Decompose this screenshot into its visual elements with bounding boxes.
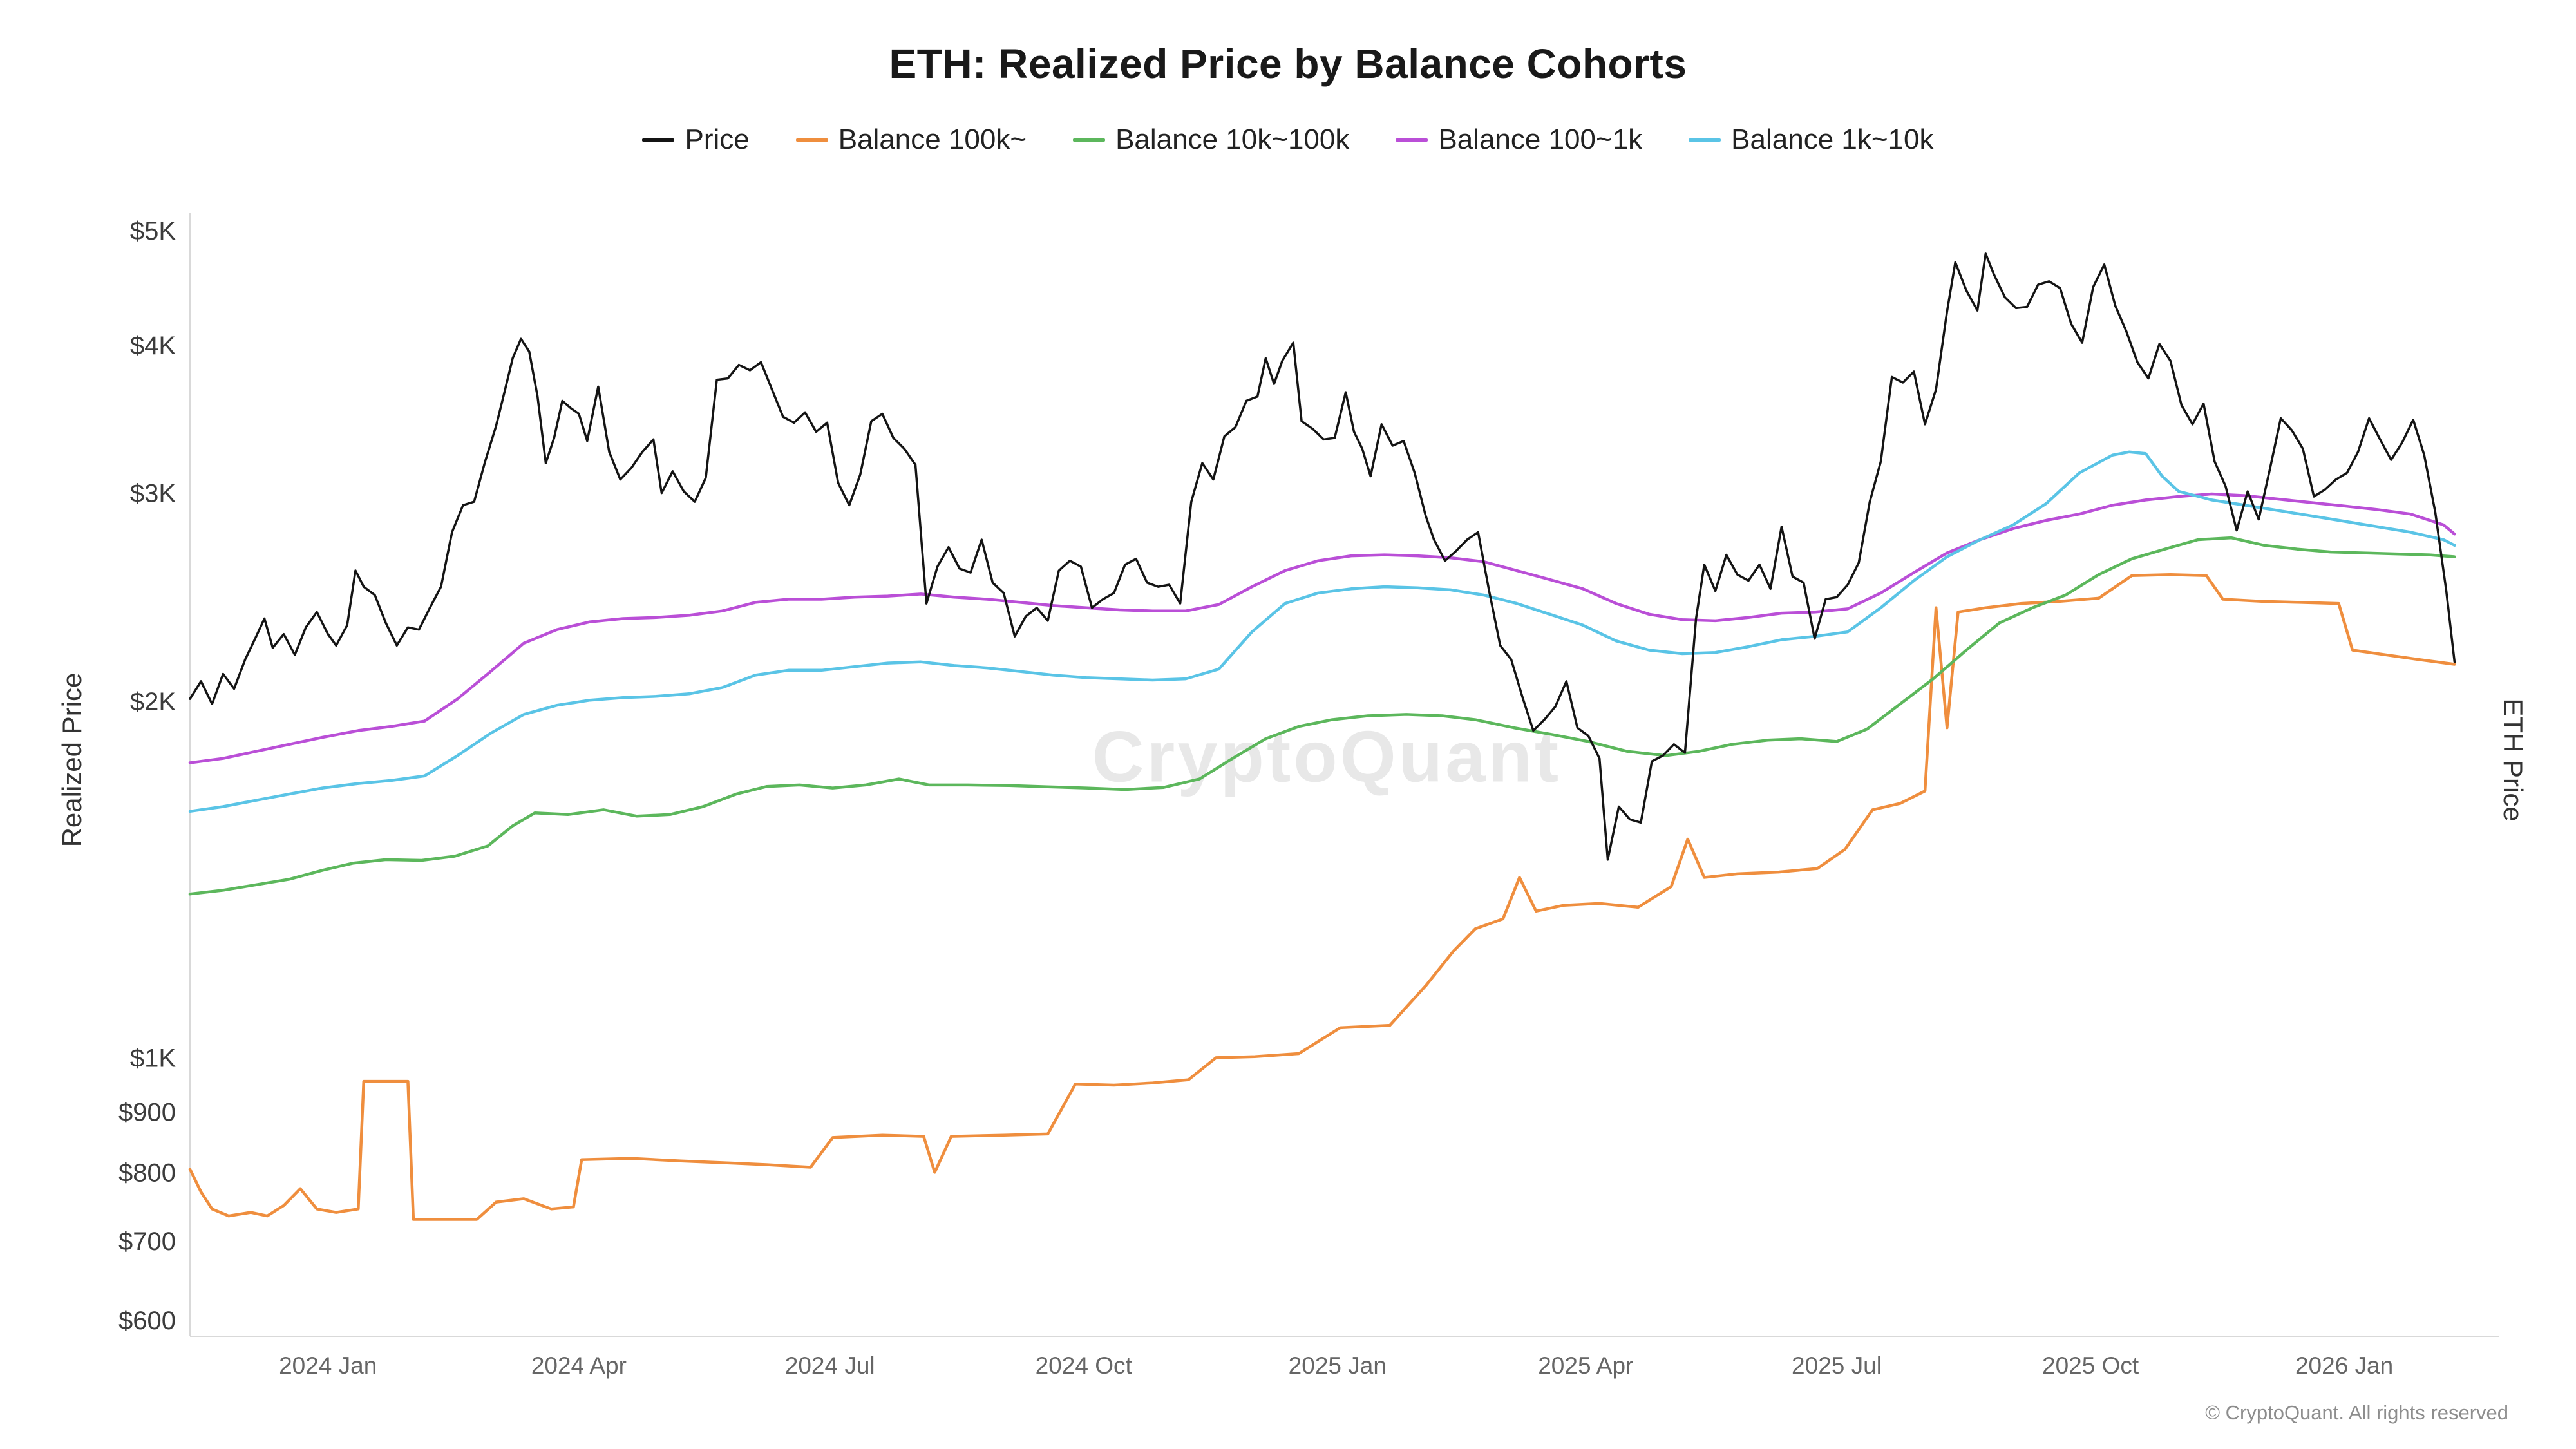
x-tick-label: 2025 Apr <box>1538 1352 1633 1379</box>
legend-swatch-balance-100k <box>795 138 828 142</box>
y-tick-label: $600 <box>118 1307 176 1335</box>
chart-title: ETH: Realized Price by Balance Cohorts <box>889 41 1687 87</box>
y-tick-label: $5K <box>130 217 176 245</box>
y-tick-label: $4K <box>130 332 176 360</box>
x-tick-label: 2024 Oct <box>1036 1352 1133 1379</box>
legend-label-balance-100k: Balance 100k~ <box>838 124 1027 155</box>
series-line-price <box>189 252 2456 861</box>
legend-label-price: Price <box>685 124 750 155</box>
legend-label-balance-10k-100k: Balance 10k~100k <box>1115 124 1350 155</box>
legend-swatch-balance-100-1k <box>1396 138 1428 142</box>
legend-swatch-price <box>642 138 675 142</box>
y-tick-label: $3K <box>130 480 176 508</box>
series-line-balance-100-1k <box>188 492 2456 764</box>
legend-item-balance-10k-100k[interactable]: Balance 10k~100k <box>1073 124 1349 156</box>
legend-label-balance-100-1k: Balance 100~1k <box>1438 124 1643 155</box>
legend-item-balance-100k[interactable]: Balance 100k~ <box>795 124 1027 156</box>
y-tick-label: $1K <box>130 1044 176 1072</box>
x-tick-label: 2025 Jul <box>1792 1352 1882 1379</box>
x-tick-label: 2025 Oct <box>2042 1352 2139 1379</box>
chart-legend: Price Balance 100k~ Balance 10k~100k Balanc… <box>0 124 2576 156</box>
legend-label-balance-1k-10k: Balance 1k~10k <box>1731 124 1934 155</box>
x-tick-label: 2025 Jan <box>1289 1352 1387 1379</box>
series-line-balance-10k-100k <box>188 536 2456 896</box>
x-tick-label: 2024 Apr <box>531 1352 627 1379</box>
series-line-balance-100k <box>188 573 2456 1221</box>
y-tick-label: $700 <box>118 1227 176 1256</box>
cryptoquant-watermark: CryptoQuant <box>1092 716 1562 797</box>
y-tick-label: $2K <box>130 688 176 716</box>
y-tick-label: $900 <box>118 1098 176 1126</box>
legend-swatch-balance-1k-10k <box>1689 138 1721 142</box>
series-line-balance-1k-10k <box>188 450 2456 813</box>
legend-item-balance-100-1k[interactable]: Balance 100~1k <box>1396 124 1642 156</box>
x-tick-label: 2024 Jan <box>279 1352 377 1379</box>
legend-item-balance-1k-10k[interactable]: Balance 1k~10k <box>1689 124 1934 156</box>
x-tick-label: 2024 Jul <box>785 1352 875 1379</box>
legend-swatch-balance-10k-100k <box>1073 138 1106 142</box>
copyright-footer: © CryptoQuant. All rights reserved <box>2205 1401 2508 1424</box>
legend-item-price[interactable]: Price <box>642 124 750 156</box>
x-tick-label: 2026 Jan <box>2295 1352 2393 1379</box>
y-tick-label: $800 <box>118 1159 176 1187</box>
